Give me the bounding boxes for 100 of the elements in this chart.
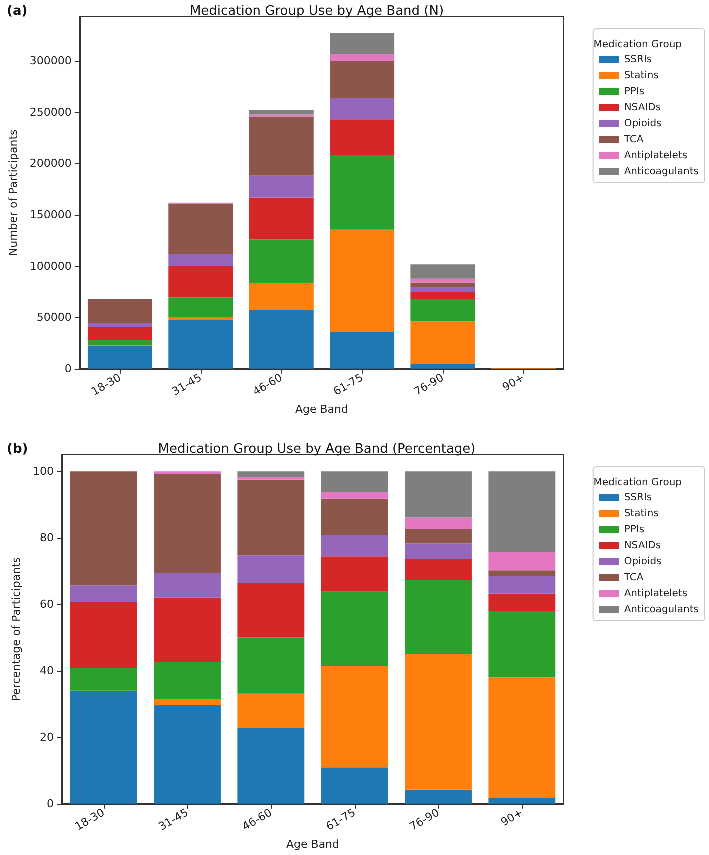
legend-label: NSAIDs: [624, 102, 662, 114]
bar: [330, 155, 395, 230]
bar: [405, 518, 472, 530]
bar: [321, 492, 388, 499]
legend-label: SSRIs: [624, 492, 652, 504]
bar: [88, 346, 153, 369]
bar: [249, 284, 314, 310]
bar: [88, 323, 153, 328]
bar: [488, 570, 556, 576]
y-axis-title: Number of Participants: [7, 129, 20, 256]
bar: [154, 598, 221, 662]
chart-title: Medication Group Use by Age Band (N): [190, 4, 444, 19]
bar: [154, 662, 221, 700]
bar: [70, 602, 138, 668]
bar: [249, 176, 314, 198]
bar: [330, 230, 395, 332]
bar: [410, 364, 476, 369]
legend-label: Antiplatelets: [624, 150, 688, 162]
bar: [405, 559, 472, 580]
y-tick-label: 150000: [30, 208, 72, 222]
bar: [238, 472, 305, 478]
bar: [238, 694, 305, 728]
bar: [168, 266, 234, 298]
chart-title: Medication Group Use by Age Band (Percentage): [158, 442, 476, 457]
bar: [330, 98, 395, 120]
bar: [168, 316, 234, 320]
bar: [405, 790, 472, 804]
y-tick-label: 40: [40, 664, 54, 678]
bar: [410, 264, 476, 279]
bar: [321, 592, 388, 666]
bar: [70, 472, 138, 586]
bar: [330, 61, 395, 98]
y-tick-label: 0: [64, 362, 72, 376]
legend-label: Anticoagulants: [624, 604, 700, 616]
bar: [238, 477, 305, 480]
bar: [249, 110, 314, 115]
bar: [405, 580, 472, 654]
bar: [238, 556, 305, 584]
bar: [154, 474, 221, 574]
legend-label: Opioids: [624, 118, 662, 130]
bar: [488, 576, 556, 594]
y-tick-label: 80: [40, 532, 54, 545]
legend-label: Anticoagulants: [624, 166, 700, 178]
bar: [405, 654, 472, 790]
bar: [410, 299, 476, 322]
bar: [249, 116, 314, 176]
bar: [321, 472, 388, 492]
legend-label: NSAIDs: [624, 540, 662, 552]
y-tick-label: 50000: [36, 311, 72, 324]
x-axis-title: Age Band: [295, 403, 348, 416]
y-tick-label: 250000: [30, 106, 72, 119]
bar: [321, 556, 388, 592]
bar: [70, 668, 138, 691]
legend-label: PPIs: [624, 86, 645, 98]
bar: [330, 33, 395, 54]
bar: [168, 254, 234, 266]
bar: [238, 638, 305, 694]
legend-label: SSRIs: [624, 54, 652, 66]
bar: [410, 278, 476, 283]
bar: [321, 768, 388, 804]
bar: [405, 544, 472, 560]
legend-label: Statins: [624, 70, 659, 82]
bar: [88, 340, 153, 346]
bar: [405, 472, 472, 518]
y-tick-label: 300000: [30, 54, 72, 68]
bar: [88, 299, 153, 323]
bar: [238, 480, 305, 556]
x-axis-title: Age Band: [286, 838, 340, 851]
legend-label: Statins: [624, 508, 659, 520]
bar: [238, 583, 305, 638]
bar: [70, 586, 138, 602]
legend-label: PPIs: [624, 524, 645, 536]
bar: [330, 54, 395, 62]
bar: [410, 322, 476, 364]
bar: [410, 292, 476, 300]
bar: [410, 287, 476, 292]
bar: [154, 706, 221, 804]
y-tick-label: 100000: [30, 260, 72, 273]
text: (b): [7, 442, 28, 457]
legend-label: TCA: [623, 572, 644, 584]
legend-label: TCA: [623, 134, 644, 146]
legend-label: Opioids: [624, 556, 662, 568]
x-tick-label: 90+: [500, 371, 527, 394]
bar: [154, 700, 221, 706]
bar: [488, 472, 556, 552]
bar: [488, 611, 556, 678]
bar: [168, 204, 234, 254]
y-tick-label: 20: [40, 730, 54, 744]
y-tick-label: 60: [40, 598, 54, 612]
y-axis-title: Percentage of Participants: [10, 557, 24, 702]
bar: [321, 535, 388, 557]
legend-title: Medication Group: [594, 478, 682, 488]
bar: [70, 692, 138, 804]
bar: [321, 498, 388, 536]
legend-title: Medication Group: [594, 40, 682, 50]
bar: [168, 298, 234, 317]
bar: [154, 573, 221, 598]
bar: [488, 552, 556, 571]
bar: [488, 798, 556, 804]
y-tick-label: 200000: [30, 157, 72, 170]
